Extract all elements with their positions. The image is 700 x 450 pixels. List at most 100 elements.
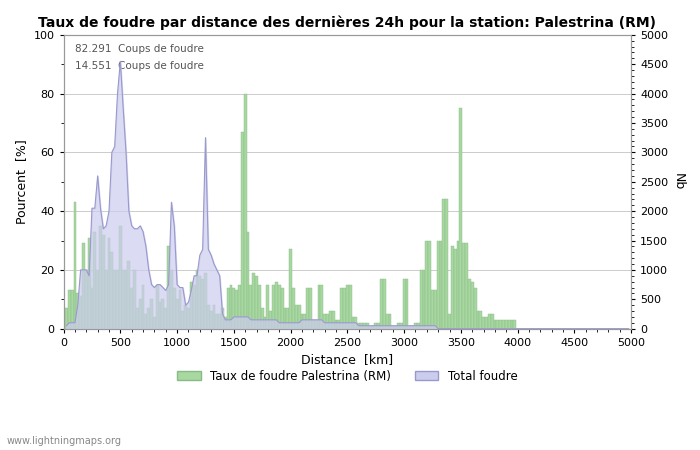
Bar xyxy=(193,284,195,328)
Text: 82.291  Coups de foudre: 82.291 Coups de foudre xyxy=(75,44,204,54)
Bar xyxy=(298,305,300,328)
Bar xyxy=(255,276,258,328)
Bar xyxy=(426,240,428,328)
Bar xyxy=(141,284,144,328)
Bar xyxy=(187,308,190,328)
Bar xyxy=(510,320,513,328)
Bar xyxy=(65,308,68,328)
Bar xyxy=(275,282,278,328)
Bar xyxy=(71,290,74,328)
Bar xyxy=(218,314,221,328)
Bar xyxy=(346,284,349,328)
Bar xyxy=(224,317,227,328)
Bar xyxy=(496,320,499,328)
Bar xyxy=(428,240,431,328)
Bar xyxy=(377,323,380,328)
Bar xyxy=(153,317,156,328)
Bar xyxy=(76,293,79,328)
Bar xyxy=(68,290,71,328)
Bar xyxy=(227,288,230,328)
Bar xyxy=(90,288,93,328)
Bar xyxy=(272,284,275,328)
Bar xyxy=(448,314,451,328)
Bar xyxy=(221,308,224,328)
Bar xyxy=(295,305,298,328)
Bar xyxy=(397,323,400,328)
Bar xyxy=(312,320,315,328)
Bar xyxy=(480,311,482,328)
Bar xyxy=(85,270,88,328)
Bar xyxy=(281,288,284,328)
Bar xyxy=(252,273,255,328)
Bar xyxy=(383,279,386,328)
Bar xyxy=(462,243,466,328)
Bar xyxy=(369,326,372,328)
Legend: Taux de foudre Palestrina (RM), Total foudre: Taux de foudre Palestrina (RM), Total fo… xyxy=(172,365,522,387)
Bar xyxy=(216,314,218,328)
Bar xyxy=(195,270,198,328)
Bar xyxy=(170,270,173,328)
Bar xyxy=(482,317,485,328)
Bar xyxy=(306,288,309,328)
Bar xyxy=(391,326,394,328)
Bar xyxy=(513,320,516,328)
Bar xyxy=(133,270,136,328)
Bar xyxy=(164,308,167,328)
Bar xyxy=(105,270,108,328)
Bar xyxy=(156,284,159,328)
Bar xyxy=(116,270,119,328)
Bar xyxy=(108,238,111,328)
Bar xyxy=(136,308,139,328)
Bar xyxy=(130,288,133,328)
Bar xyxy=(232,288,235,328)
Y-axis label: Pourcent  [%]: Pourcent [%] xyxy=(15,140,28,224)
Bar xyxy=(372,326,375,328)
Bar xyxy=(321,284,323,328)
Bar xyxy=(494,320,496,328)
Bar xyxy=(258,284,261,328)
Bar xyxy=(400,323,402,328)
Bar xyxy=(335,320,337,328)
Bar xyxy=(210,311,213,328)
Bar xyxy=(459,108,462,328)
Bar xyxy=(167,247,170,328)
Bar xyxy=(241,132,244,328)
Bar xyxy=(456,240,459,328)
Bar xyxy=(74,202,76,328)
Bar xyxy=(386,314,389,328)
Bar xyxy=(278,284,281,328)
Bar xyxy=(323,314,326,328)
Bar xyxy=(261,308,264,328)
Bar xyxy=(204,273,207,328)
Bar xyxy=(408,326,411,328)
Bar xyxy=(213,305,216,328)
Bar xyxy=(270,311,272,328)
Bar xyxy=(96,270,99,328)
Bar xyxy=(181,311,184,328)
Bar xyxy=(440,240,442,328)
Bar xyxy=(471,282,474,328)
Bar xyxy=(198,276,201,328)
Bar xyxy=(244,94,246,328)
Bar xyxy=(113,270,116,328)
Bar xyxy=(127,261,130,328)
Bar xyxy=(284,308,286,328)
Bar xyxy=(454,249,456,328)
Bar xyxy=(125,270,127,328)
Bar xyxy=(292,288,295,328)
Bar xyxy=(351,317,354,328)
Bar xyxy=(420,270,423,328)
Bar xyxy=(374,323,377,328)
Bar xyxy=(162,299,164,328)
Bar xyxy=(238,284,241,328)
Bar xyxy=(499,320,502,328)
Bar xyxy=(502,320,505,328)
Bar xyxy=(122,270,125,328)
Bar xyxy=(286,308,289,328)
Bar xyxy=(360,323,363,328)
Bar xyxy=(267,284,270,328)
Bar xyxy=(417,323,420,328)
Bar xyxy=(337,320,340,328)
Bar xyxy=(235,290,238,328)
X-axis label: Distance  [km]: Distance [km] xyxy=(301,353,393,366)
